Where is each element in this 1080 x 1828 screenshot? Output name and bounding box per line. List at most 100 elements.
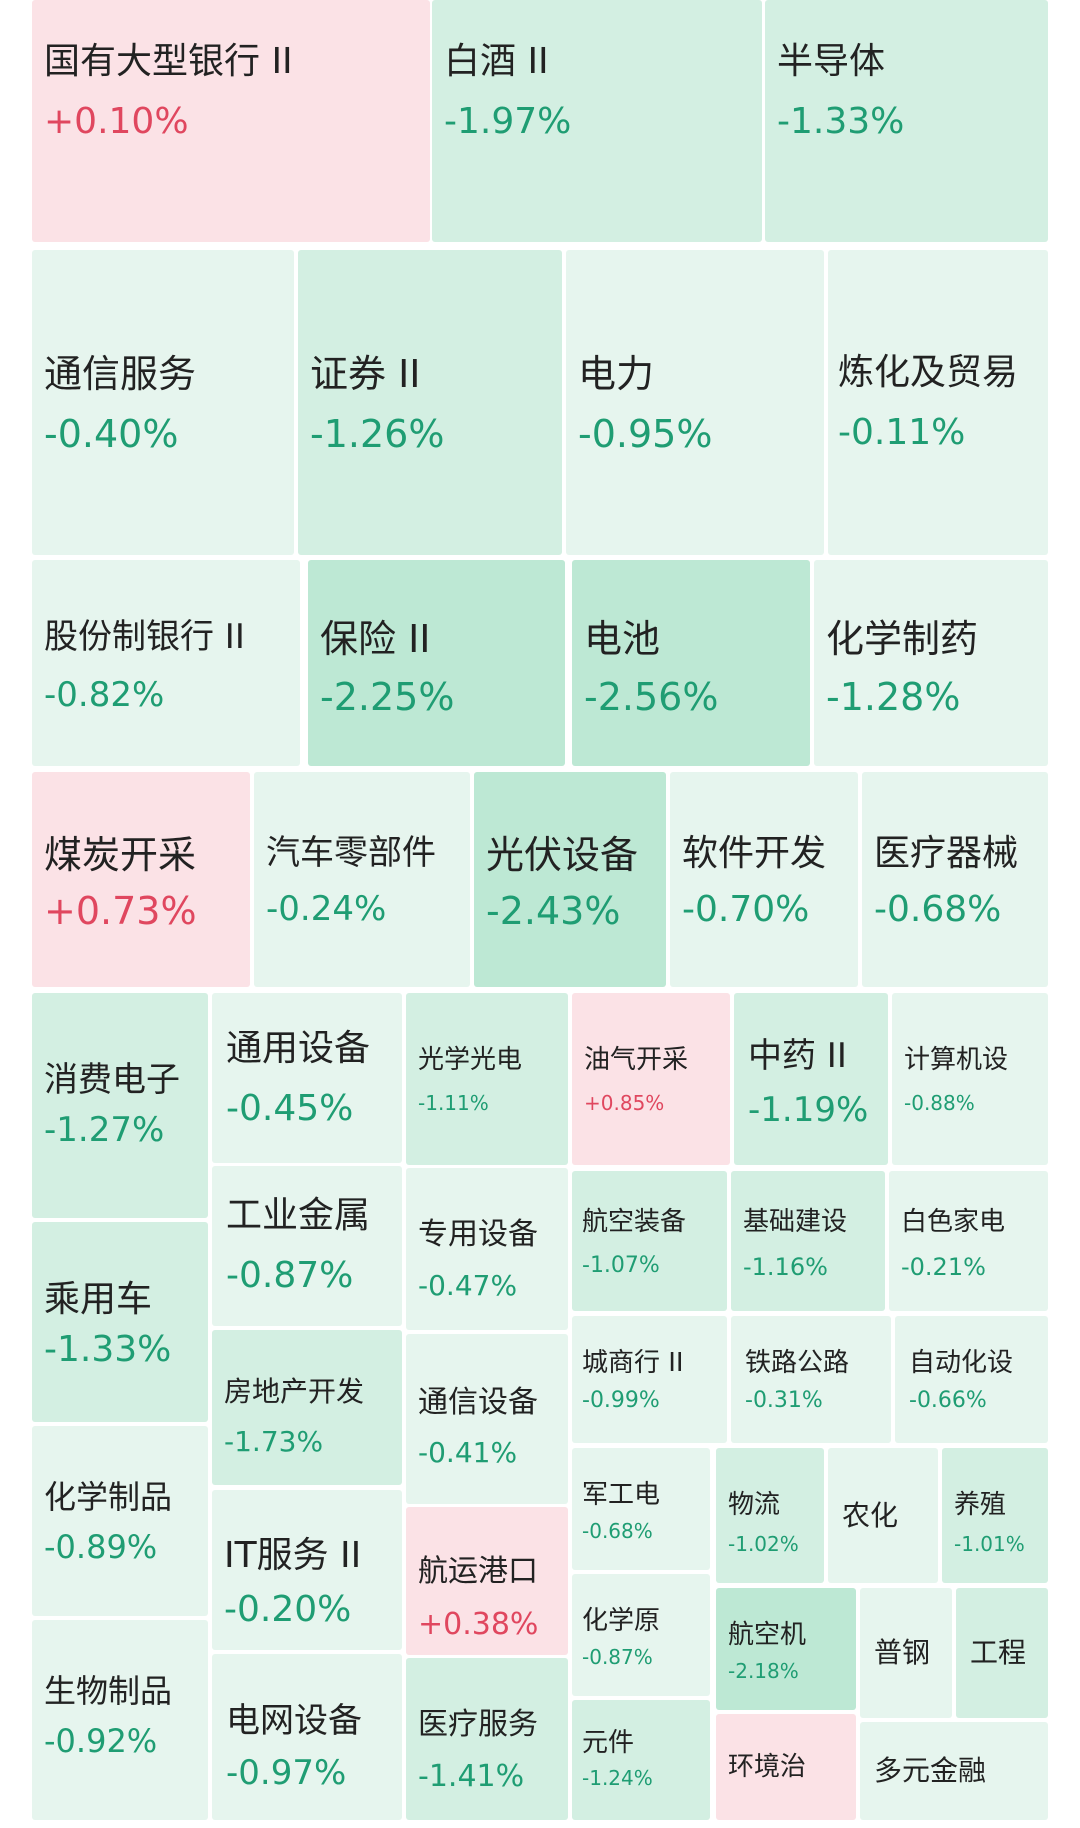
sector-tile[interactable]: 多元金融 bbox=[860, 1722, 1048, 1820]
sector-tile[interactable]: 航空装备 -1.07% bbox=[572, 1171, 727, 1311]
sector-tile[interactable]: 工业金属 -0.87% bbox=[212, 1166, 402, 1326]
sector-tile[interactable]: 医疗器械 -0.68% bbox=[862, 772, 1048, 987]
sector-name: 养殖 bbox=[954, 1490, 1007, 1520]
sector-change: -2.43% bbox=[486, 889, 621, 933]
sector-change: -0.40% bbox=[44, 412, 179, 456]
sector-change: -2.56% bbox=[584, 675, 719, 719]
sector-tile[interactable]: 白色家电 -0.21% bbox=[889, 1171, 1048, 1311]
sector-tile[interactable]: 专用设备 -0.47% bbox=[406, 1168, 568, 1330]
sector-tile[interactable]: 通用设备 -0.45% bbox=[212, 993, 402, 1163]
sector-change: -0.31% bbox=[745, 1388, 823, 1413]
sector-tile[interactable]: 股份制银行 II -0.82% bbox=[32, 560, 300, 766]
sector-tile[interactable]: 电网设备 -0.97% bbox=[212, 1654, 402, 1820]
sector-change: -0.82% bbox=[44, 675, 165, 715]
sector-tile[interactable]: 消费电子 -1.27% bbox=[32, 993, 208, 1218]
sector-tile[interactable]: 国有大型银行 II +0.10% bbox=[32, 0, 430, 242]
sector-name: 股份制银行 II bbox=[44, 617, 245, 657]
sector-tile[interactable]: IT服务 II -0.20% bbox=[212, 1490, 402, 1650]
sector-change: -1.97% bbox=[444, 101, 572, 142]
sector-change: -0.95% bbox=[578, 412, 713, 456]
sector-change: -2.25% bbox=[320, 675, 455, 719]
sector-name: 医疗服务 bbox=[418, 1707, 538, 1742]
sector-tile[interactable]: 证券 II -1.26% bbox=[298, 250, 562, 555]
sector-name: 通信服务 bbox=[44, 352, 197, 396]
sector-change: -0.24% bbox=[266, 889, 387, 929]
sector-change: -1.26% bbox=[310, 412, 445, 456]
sector-tile[interactable]: 元件 -1.24% bbox=[572, 1700, 710, 1820]
sector-tile[interactable]: 铁路公路 -0.31% bbox=[731, 1316, 891, 1443]
sector-tile[interactable]: 军工电 -0.68% bbox=[572, 1448, 710, 1570]
sector-change: -0.87% bbox=[582, 1645, 653, 1669]
sector-name: 化学原 bbox=[582, 1606, 661, 1636]
sector-tile[interactable]: 化学原 -0.87% bbox=[572, 1574, 710, 1696]
sector-tile[interactable]: 农化 bbox=[828, 1448, 938, 1583]
sector-tile[interactable]: 基础建设 -1.16% bbox=[731, 1171, 885, 1311]
sector-name: 医疗器械 bbox=[874, 833, 1019, 874]
sector-tile[interactable]: 自动化设 -0.66% bbox=[895, 1316, 1048, 1443]
sector-name: 消费电子 bbox=[44, 1060, 180, 1100]
sector-name: 航空机 bbox=[728, 1620, 807, 1650]
sector-change: -0.11% bbox=[838, 412, 966, 453]
sector-tile[interactable]: 光学光电 -1.11% bbox=[406, 993, 568, 1165]
sector-tile[interactable]: 中药 II -1.19% bbox=[734, 993, 888, 1165]
sector-tile[interactable]: 化学制品 -0.89% bbox=[32, 1426, 208, 1616]
sector-tile[interactable]: 航空机 -2.18% bbox=[716, 1588, 856, 1710]
sector-tile[interactable]: 电力 -0.95% bbox=[566, 250, 824, 555]
sector-tile[interactable]: 生物制品 -0.92% bbox=[32, 1620, 208, 1820]
sector-tile[interactable]: 化学制药 -1.28% bbox=[814, 560, 1048, 766]
sector-name: 光学光电 bbox=[418, 1045, 523, 1075]
sector-name: 油气开采 bbox=[584, 1045, 689, 1075]
sector-name: 航运港口 bbox=[418, 1554, 538, 1589]
sector-change: -1.24% bbox=[582, 1766, 653, 1790]
sector-name: 炼化及贸易 bbox=[838, 352, 1019, 393]
sector-name: 物流 bbox=[728, 1490, 781, 1520]
sector-change: -1.73% bbox=[224, 1425, 324, 1458]
sector-name: 白色家电 bbox=[901, 1207, 1006, 1237]
sector-name: 化学制品 bbox=[44, 1478, 173, 1516]
sector-tile[interactable]: 电池 -2.56% bbox=[572, 560, 810, 766]
sector-tile[interactable]: 物流 -1.02% bbox=[716, 1448, 824, 1583]
sector-tile[interactable]: 保险 II -2.25% bbox=[308, 560, 565, 766]
sector-tile[interactable]: 通信设备 -0.41% bbox=[406, 1334, 568, 1504]
sector-tile[interactable]: 环境治 bbox=[716, 1714, 856, 1820]
sector-tile[interactable]: 半导体 -1.33% bbox=[765, 0, 1048, 242]
sector-tile[interactable]: 普钢 bbox=[860, 1588, 952, 1718]
sector-change: -0.97% bbox=[226, 1753, 347, 1793]
sector-change: -1.19% bbox=[748, 1090, 869, 1130]
sector-change: -1.27% bbox=[44, 1110, 165, 1150]
sector-name: 光伏设备 bbox=[486, 833, 639, 877]
sector-name: 电池 bbox=[584, 617, 661, 661]
sector-tile[interactable]: 白酒 II -1.97% bbox=[432, 0, 762, 242]
sector-tile[interactable]: 煤炭开采 +0.73% bbox=[32, 772, 250, 987]
sector-name: IT服务 II bbox=[224, 1535, 362, 1576]
sector-name: 证券 II bbox=[310, 352, 421, 396]
sector-change: -0.21% bbox=[901, 1253, 986, 1281]
sector-change: -0.68% bbox=[874, 889, 1002, 930]
sector-tile[interactable]: 通信服务 -0.40% bbox=[32, 250, 294, 555]
sector-tile[interactable]: 炼化及贸易 -0.11% bbox=[828, 250, 1048, 555]
sector-tile[interactable]: 房地产开发 -1.73% bbox=[212, 1330, 402, 1485]
sector-change: -0.66% bbox=[909, 1388, 987, 1413]
sector-name: 通信设备 bbox=[418, 1385, 538, 1420]
sector-tile[interactable]: 油气开采 +0.85% bbox=[572, 993, 730, 1165]
sector-tile[interactable]: 软件开发 -0.70% bbox=[670, 772, 858, 987]
sector-tile[interactable]: 养殖 -1.01% bbox=[942, 1448, 1048, 1583]
sector-tile[interactable]: 汽车零部件 -0.24% bbox=[254, 772, 470, 987]
sector-change: -1.11% bbox=[418, 1091, 489, 1115]
sector-name: 军工电 bbox=[582, 1480, 661, 1510]
sector-tile[interactable]: 光伏设备 -2.43% bbox=[474, 772, 666, 987]
sector-change: -1.33% bbox=[777, 101, 905, 142]
sector-name: 元件 bbox=[582, 1728, 635, 1758]
sector-tile[interactable]: 医疗服务 -1.41% bbox=[406, 1658, 568, 1820]
sector-name: 铁路公路 bbox=[745, 1348, 850, 1378]
sector-tile[interactable]: 计算机设 -0.88% bbox=[892, 993, 1048, 1165]
sector-name: 通用设备 bbox=[226, 1028, 371, 1069]
sector-change: -1.01% bbox=[954, 1532, 1025, 1556]
sector-tile[interactable]: 乘用车 -1.33% bbox=[32, 1222, 208, 1422]
sector-change: -1.33% bbox=[44, 1329, 172, 1370]
sector-tile[interactable]: 工程 bbox=[956, 1588, 1048, 1718]
sector-tile[interactable]: 城商行 II -0.99% bbox=[572, 1316, 727, 1443]
sector-change: +0.73% bbox=[44, 889, 197, 933]
sector-tile[interactable]: 航运港口 +0.38% bbox=[406, 1507, 568, 1655]
sector-change: -0.70% bbox=[682, 889, 810, 930]
